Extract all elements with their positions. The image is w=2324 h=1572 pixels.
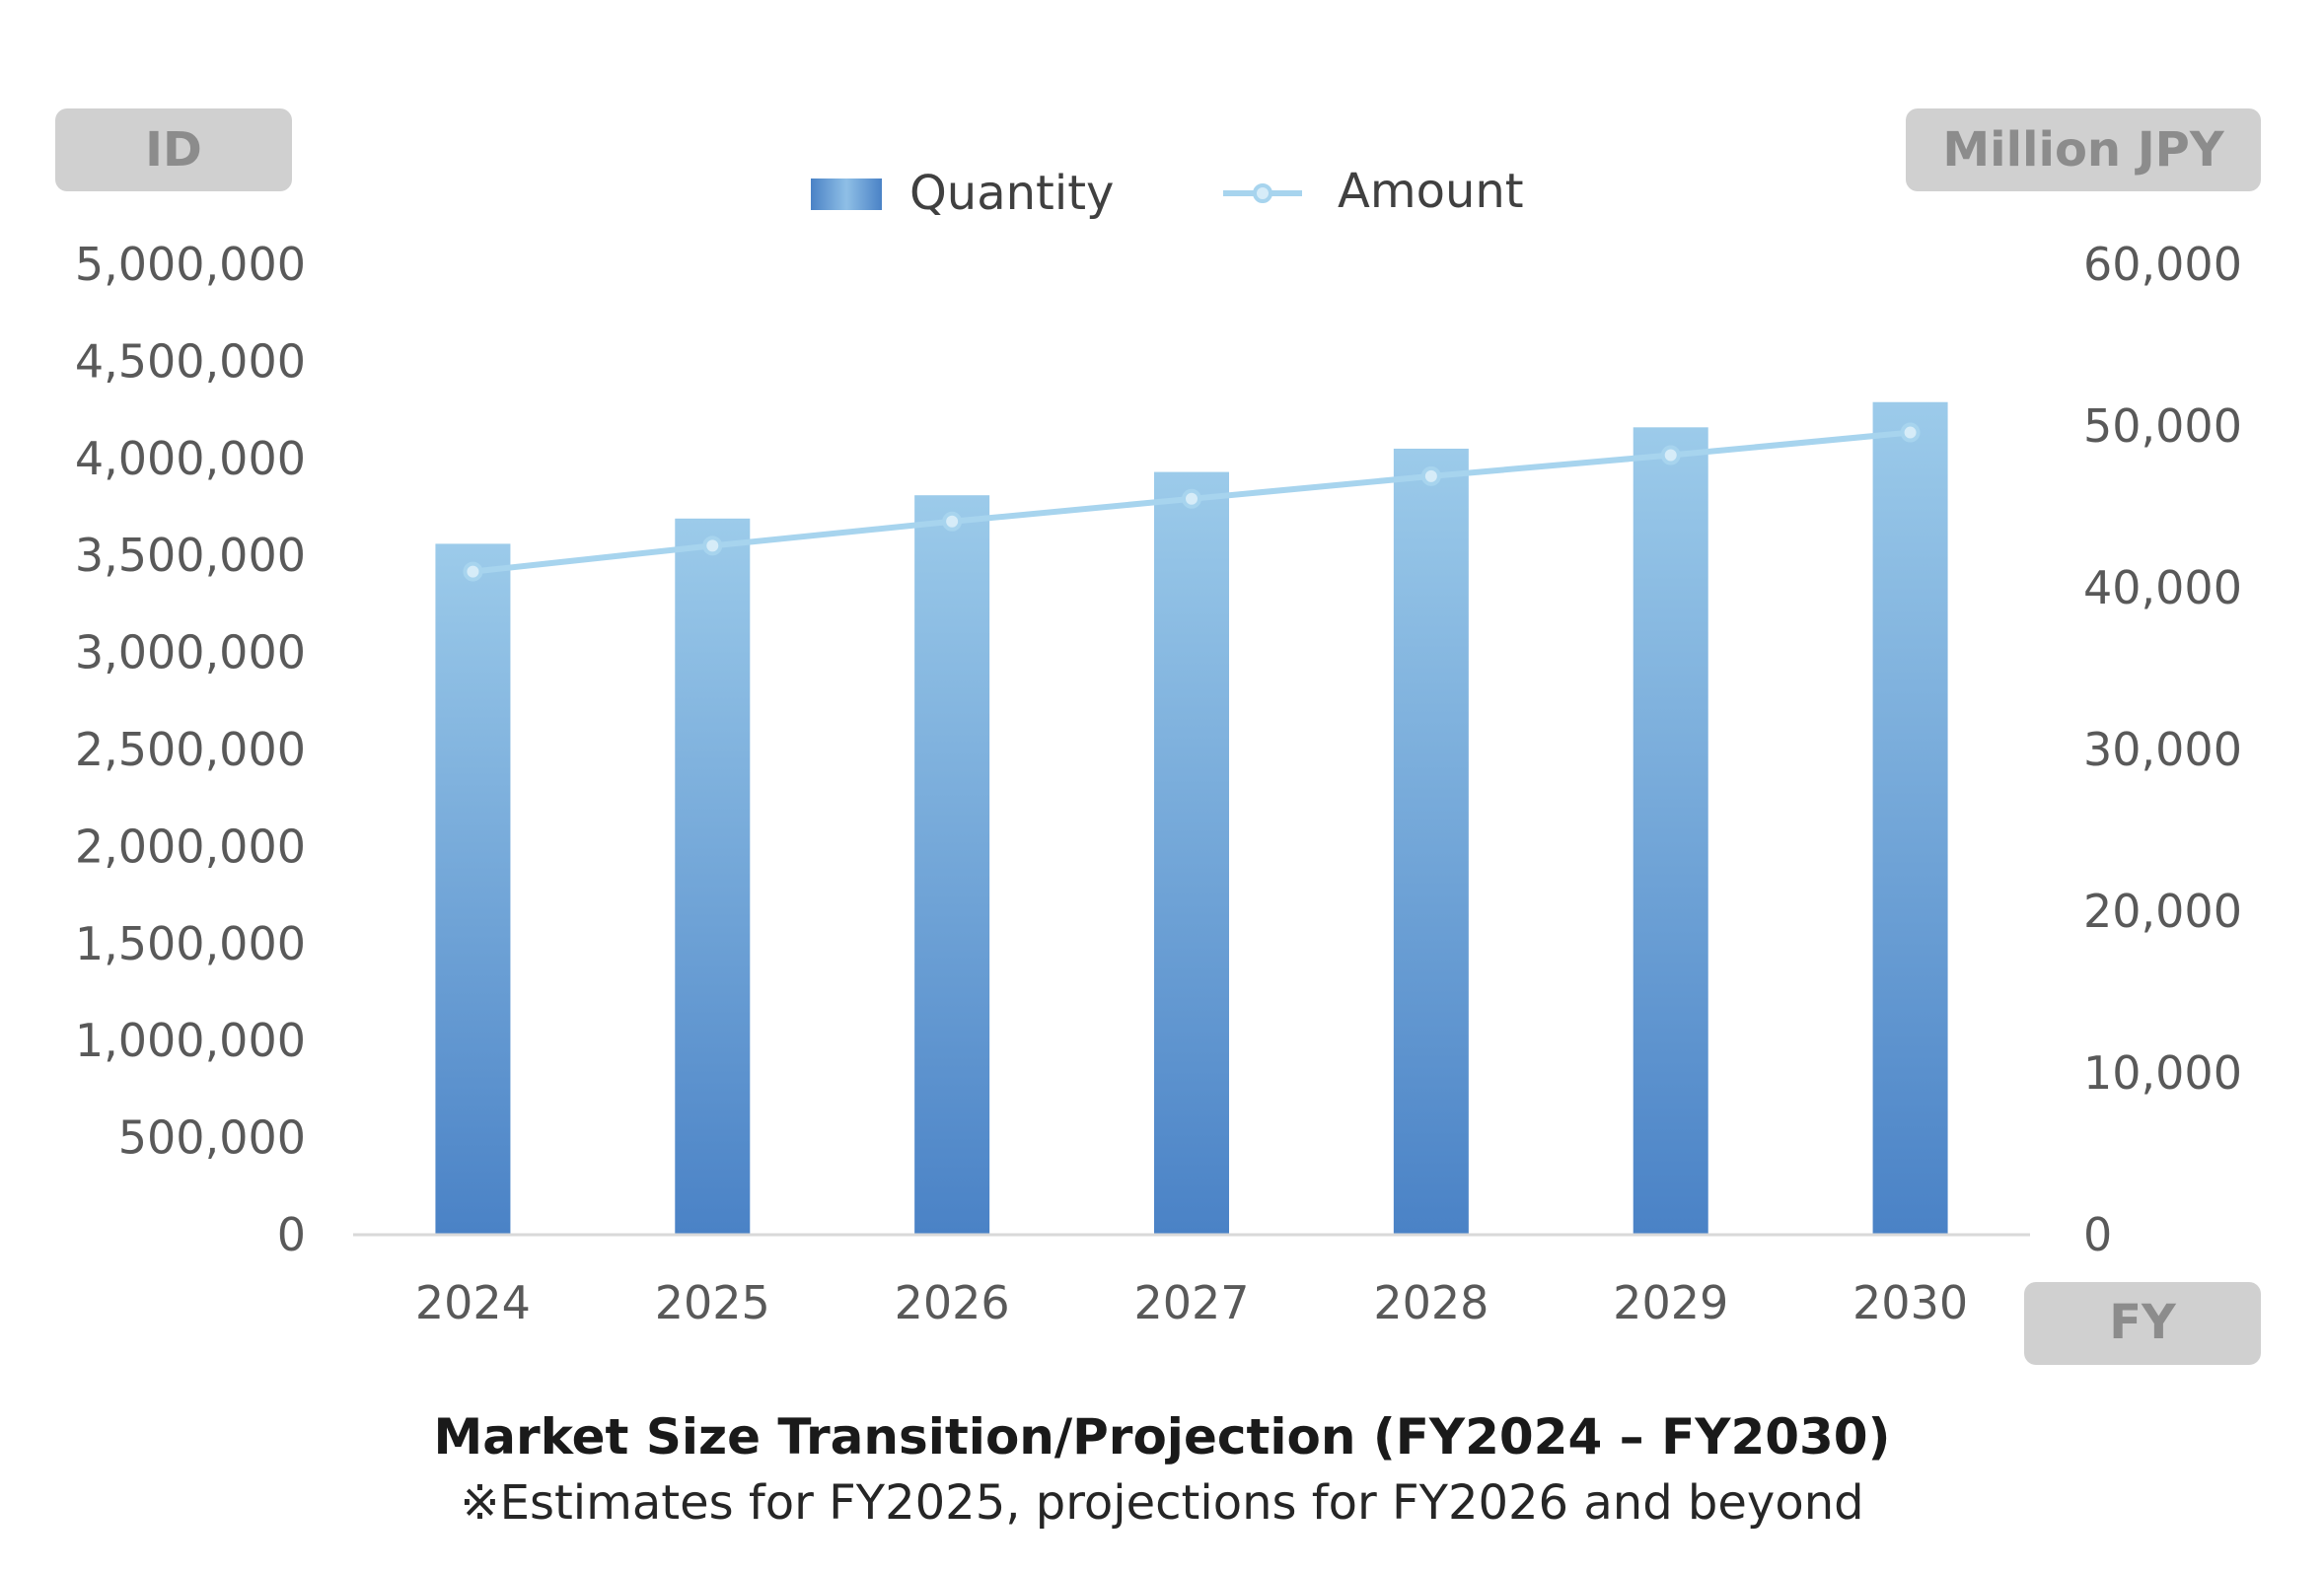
point-amount-2027 xyxy=(1182,488,1201,509)
bar-quantity-2029 xyxy=(1633,427,1708,1235)
bar-quantity-2025 xyxy=(675,518,751,1235)
legend: Quantity Amount xyxy=(811,164,1524,221)
x-tick-label: 2029 xyxy=(1613,1276,1728,1329)
y-tick-label: 4,000,000 xyxy=(75,432,306,485)
y-tick-label: 4,500,000 xyxy=(75,334,306,388)
chart-subtitle: ※Estimates for FY2025, projections for F… xyxy=(460,1475,1864,1531)
legend-label-amount: Amount xyxy=(1338,164,1524,219)
chart-title: Market Size Transition/Projection (FY202… xyxy=(433,1408,1891,1465)
y-tick-label: 3,000,000 xyxy=(75,626,306,679)
left-axis-unit-box: ID xyxy=(55,108,292,191)
bar-quantity-2026 xyxy=(914,495,990,1235)
amount-line-series xyxy=(463,422,1921,582)
x-tick-label: 2024 xyxy=(415,1276,531,1329)
y2-tick-label: 0 xyxy=(2083,1208,2112,1261)
y-tick-label: 500,000 xyxy=(118,1111,306,1165)
left-y-axis: 0 500,000 1,000,000 1,500,000 2,000,000 2,500… xyxy=(75,238,306,1261)
bar-quantity-2028 xyxy=(1393,448,1469,1236)
legend-marker-amount xyxy=(1253,183,1272,203)
bar-quantity-2027 xyxy=(1154,471,1229,1235)
y-tick-label: 1,000,000 xyxy=(75,1014,306,1067)
legend-label-quantity: Quantity xyxy=(909,166,1114,221)
x-tick-label: 2027 xyxy=(1133,1276,1249,1329)
right-y-axis: 0 10,000 20,000 30,000 40,000 50,000 60,000 xyxy=(2083,238,2242,1261)
y2-tick-label: 40,000 xyxy=(2083,561,2242,614)
y2-tick-label: 10,000 xyxy=(2083,1046,2242,1100)
right-axis-label: Million JPY xyxy=(1942,122,2224,178)
point-amount-2029 xyxy=(1660,445,1681,465)
x-tick-label: 2025 xyxy=(655,1276,770,1329)
x-tick-label: 2030 xyxy=(1852,1276,1968,1329)
point-amount-2026 xyxy=(942,511,963,532)
point-amount-2024 xyxy=(463,561,483,582)
x-axis: 2024 2025 2026 2027 2028 2029 2030 xyxy=(415,1276,1968,1329)
x-tick-label: 2026 xyxy=(895,1276,1010,1329)
y-tick-label: 3,500,000 xyxy=(75,529,306,582)
quantity-bars xyxy=(435,401,1948,1236)
bar-quantity-2024 xyxy=(435,543,511,1235)
y-tick-label: 2,500,000 xyxy=(75,723,306,776)
x-tick-label: 2028 xyxy=(1373,1276,1489,1329)
point-amount-2028 xyxy=(1420,465,1441,486)
left-axis-label: ID xyxy=(145,122,202,178)
x-axis-label: FY xyxy=(2109,1295,2177,1350)
y-tick-label: 2,000,000 xyxy=(75,820,306,873)
right-axis-unit-box: Million JPY xyxy=(1906,108,2261,191)
y2-tick-label: 20,000 xyxy=(2083,885,2242,938)
y2-tick-label: 30,000 xyxy=(2083,723,2242,776)
y2-tick-label: 60,000 xyxy=(2083,238,2242,291)
point-amount-2030 xyxy=(1900,422,1921,443)
y2-tick-label: 50,000 xyxy=(2083,399,2242,453)
y-tick-label: 0 xyxy=(277,1208,306,1261)
bar-quantity-2030 xyxy=(1872,401,1948,1235)
y-tick-label: 5,000,000 xyxy=(75,238,306,291)
y-tick-label: 1,500,000 xyxy=(75,917,306,970)
point-amount-2025 xyxy=(702,536,723,556)
x-axis-unit-box: FY xyxy=(2024,1282,2261,1365)
legend-swatch-quantity xyxy=(811,179,882,210)
